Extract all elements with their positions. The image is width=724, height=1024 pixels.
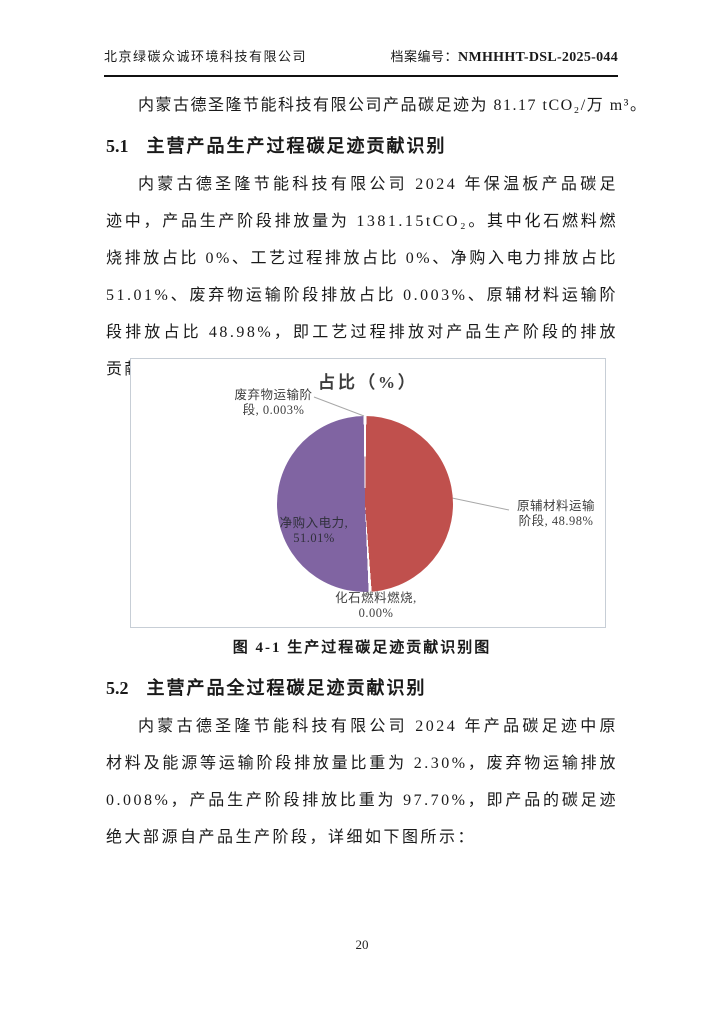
- section-5-2-number: 5.2: [106, 678, 129, 698]
- section-5-1-title: 主营产品生产过程碳足迹贡献识别: [146, 136, 447, 156]
- pie: [277, 416, 453, 592]
- pie-chart-figure: 占比（%） 废弃物运输阶 段, 0.003% 净购入电力, 51.01% 化石燃…: [130, 358, 606, 628]
- pie-label-waste-line2: 段, 0.003%: [242, 403, 305, 417]
- section-5-1-heading: 5.1 主营产品生产过程碳足迹贡献识别: [106, 132, 618, 158]
- header-doc-number: 档案编号：NMHHHT-DSL-2025-044: [391, 46, 618, 66]
- pie-label-fossil-fuel: 化石燃料燃烧, 0.00%: [316, 591, 436, 621]
- leader-lines: [313, 396, 510, 511]
- pie-label-waste-transport: 废弃物运输阶 段, 0.003%: [201, 388, 346, 418]
- pie-label-material-line1: 原辅材料运输: [516, 499, 595, 513]
- section-5-1-number: 5.1: [106, 136, 129, 156]
- pie-label-electricity-line1: 净购入电力,: [279, 516, 349, 530]
- waste-leader-line: [313, 396, 365, 417]
- intro-paragraph: 内蒙古德圣隆节能科技有限公司产品碳足迹为 81.17 tCO₂/万 m³。: [138, 97, 648, 114]
- pie-label-waste-line1: 废弃物运输阶: [234, 388, 313, 402]
- pie-label-raw-material-transport: 原辅材料运输 阶段, 48.98%: [491, 499, 621, 529]
- pie-label-purchased-electricity: 净购入电力, 51.01%: [254, 516, 374, 546]
- pie-label-electricity-line2: 51.01%: [293, 531, 335, 545]
- pie-label-material-line2: 阶段, 48.98%: [518, 514, 594, 528]
- doc-number-value: NMHHHT-DSL-2025-044: [458, 50, 618, 65]
- header-company-name: 北京绿碳众诚环境科技有限公司: [104, 49, 308, 64]
- section-5-2-heading: 5.2 主营产品全过程碳足迹贡献识别: [106, 674, 618, 700]
- section-5-1-paragraph: 内蒙古德圣隆节能科技有限公司 2024 年保温板产品碳足迹中，产品生产阶段排放量…: [106, 176, 618, 378]
- page-header: 北京绿碳众诚环境科技有限公司 档案编号：NMHHHT-DSL-2025-044: [104, 46, 618, 77]
- section-5-2-title: 主营产品全过程碳足迹贡献识别: [146, 678, 427, 698]
- pie-label-fossil-line2: 0.00%: [358, 606, 394, 620]
- material-leader-line: [451, 497, 510, 511]
- chart-title: 占比（%）: [318, 373, 418, 392]
- section-5-2-paragraph: 内蒙古德圣隆节能科技有限公司 2024 年产品碳足迹中原材料及能源等运输阶段排放…: [106, 718, 618, 846]
- doc-number-label: 档案编号：: [390, 49, 459, 64]
- pie-label-fossil-line1: 化石燃料燃烧,: [335, 591, 417, 605]
- page-number: 20: [355, 937, 369, 952]
- figure-caption: 图 4-1 生产过程碳足迹贡献识别图: [232, 640, 492, 656]
